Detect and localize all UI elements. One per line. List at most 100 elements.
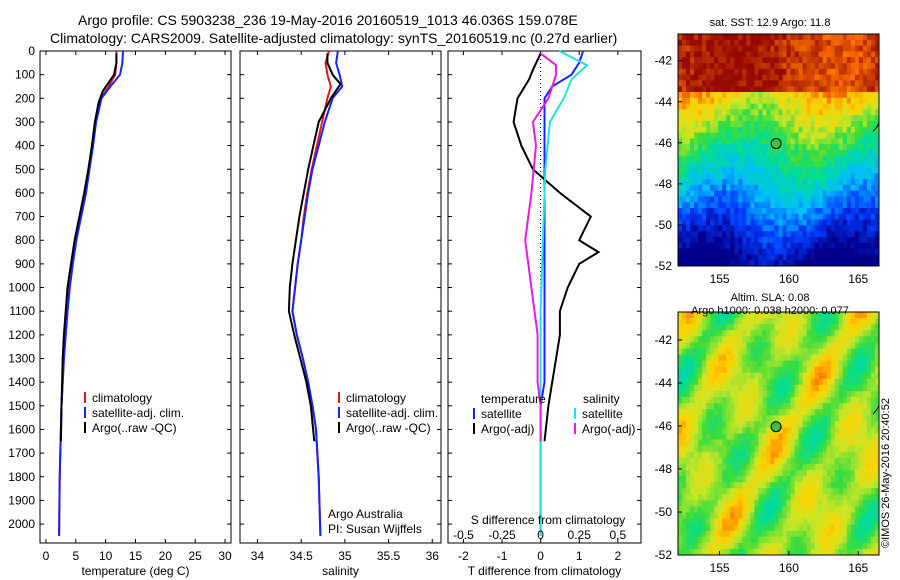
x-tick-label: 30 <box>218 549 232 563</box>
sst-map-frame <box>677 33 880 267</box>
y-tick-label: 100 <box>15 68 35 82</box>
x-tick-label: 5 <box>72 549 79 563</box>
series-salinity-2 <box>287 53 342 442</box>
temp-legend-label: Argo(..raw -QC) <box>92 421 177 435</box>
x-tick-label: 0 <box>43 549 50 563</box>
diff-legend-sal-title: salinity <box>583 392 620 406</box>
salinity-frame <box>239 50 442 544</box>
map-x-tick-label: 160 <box>779 561 799 575</box>
s-diff-tick-label: -0.5 <box>453 528 474 542</box>
x-tick-label: 36 <box>426 549 440 563</box>
y-tick-label: 1500 <box>8 399 35 413</box>
map-y-tick-label: -44 <box>655 95 673 109</box>
x-tick-label: 20 <box>159 549 173 563</box>
y-tick-label: 1000 <box>8 281 35 295</box>
y-tick-label: 1800 <box>8 470 35 484</box>
sst-map-title: sat. SST: 12.9 Argo: 11.8 <box>710 17 831 29</box>
diff-legend-sal-label: Argo(-adj) <box>582 422 635 436</box>
y-tick-label: 600 <box>15 186 35 200</box>
y-tick-label: 500 <box>15 162 35 176</box>
map-x-tick-label: 165 <box>848 561 868 575</box>
map-y-tick-label: -46 <box>655 136 673 150</box>
map-y-tick-label: -50 <box>655 505 673 519</box>
y-tick-label: 1300 <box>8 352 35 366</box>
series-temperature-2 <box>59 53 118 442</box>
s-diff-tick-label: -0.25 <box>488 528 516 542</box>
y-tick-label: 0 <box>28 44 35 58</box>
y-tick-label: 800 <box>15 233 35 247</box>
sla-map <box>678 312 880 556</box>
sal-legend-label: Argo(..raw -QC) <box>346 421 431 435</box>
coastline-icon <box>872 404 880 415</box>
series-salinity-1 <box>291 50 344 536</box>
x-tick-label: 1 <box>576 549 583 563</box>
map-y-tick-label: -52 <box>655 548 673 562</box>
y-tick-label: 1900 <box>8 493 35 507</box>
sla-map-frame <box>677 311 880 556</box>
y-tick-label: 1700 <box>8 446 35 460</box>
y-tick-label: 700 <box>15 210 35 224</box>
map-y-tick-label: -48 <box>655 177 673 191</box>
x-tick-label: -1 <box>497 549 508 563</box>
map-y-tick-label: -48 <box>655 462 673 476</box>
profile-title: Argo profile: CS 5903238_236 19-May-2016… <box>78 12 578 28</box>
map-x-tick-label: 160 <box>779 272 799 286</box>
series-differences-1 <box>512 52 601 442</box>
argo-position-marker <box>770 138 782 150</box>
map-y-tick-label: -50 <box>655 218 673 232</box>
map-y-tick-label: -42 <box>655 54 673 68</box>
sal-legend-label: satellite-adj. clim. <box>346 406 438 420</box>
series-temperature-1 <box>58 50 124 536</box>
temp-legend-label: climatology <box>92 391 152 405</box>
y-tick-label: 400 <box>15 139 35 153</box>
y-tick-label: 1100 <box>9 304 35 318</box>
s-diff-tick-label: 0.5 <box>609 528 626 542</box>
sla-map-subtitle: Argo h1000: 0.038 h2000: 0.077 <box>691 305 849 317</box>
diff-legend-sal-label: satellite <box>582 407 623 421</box>
sal-legend-label: climatology <box>346 391 406 405</box>
x-axis-label: temperature (deg C) <box>81 564 189 578</box>
y-tick-label: 1400 <box>8 375 35 389</box>
x-tick-label: 15 <box>129 549 143 563</box>
x-tick-label: 10 <box>99 549 113 563</box>
series-differences-0 <box>539 50 585 536</box>
y-tick-label: 2000 <box>8 517 35 531</box>
y-tick-label: 1600 <box>8 422 35 436</box>
s-diff-tick-label: 0.25 <box>568 528 592 542</box>
diff-legend-temp-title: temperature <box>481 392 546 406</box>
y-tick-label: 1200 <box>8 328 35 342</box>
map-x-tick-label: 155 <box>710 272 730 286</box>
y-tick-label: 900 <box>15 257 35 271</box>
coastline-icon <box>872 121 880 132</box>
series-differences-2 <box>539 50 589 536</box>
x-tick-label: 34 <box>251 549 265 563</box>
s-diff-tick-label: 0 <box>537 528 544 542</box>
s-diff-axis-label: S difference from climatology <box>471 513 626 527</box>
x-tick-label: 2 <box>614 549 621 563</box>
argo-australia-label: Argo Australia <box>328 507 403 521</box>
map-x-tick-label: 165 <box>848 272 868 286</box>
sla-map-title: Altim. SLA: 0.08 <box>731 292 810 304</box>
climatology-title: Climatology: CARS2009. Satellite-adjuste… <box>50 30 618 46</box>
x-tick-label: 25 <box>189 549 203 563</box>
series-differences-3 <box>524 52 558 442</box>
temp-legend-label: satellite-adj. clim. <box>92 406 184 420</box>
y-tick-label: 200 <box>15 91 35 105</box>
x-tick-label: 34.5 <box>289 549 313 563</box>
diff-legend-temp-label: Argo(-adj) <box>481 422 534 436</box>
x-tick-label: 35.5 <box>377 549 401 563</box>
x-axis-label: T difference from climatology <box>468 564 622 578</box>
argo-position-marker <box>770 421 782 433</box>
map-y-tick-label: -52 <box>655 259 673 273</box>
y-tick-label: 300 <box>15 115 35 129</box>
x-tick-label: 0 <box>537 549 544 563</box>
x-tick-label: -2 <box>458 549 469 563</box>
map-y-tick-label: -42 <box>655 333 673 347</box>
map-y-tick-label: -46 <box>655 419 673 433</box>
diff-legend-temp-label: satellite <box>481 407 522 421</box>
sst-map <box>678 34 880 267</box>
pi-label: PI: Susan Wijffels <box>328 522 422 536</box>
map-x-tick-label: 155 <box>710 561 730 575</box>
differences-frame <box>447 50 642 544</box>
x-tick-label: 35 <box>338 549 352 563</box>
